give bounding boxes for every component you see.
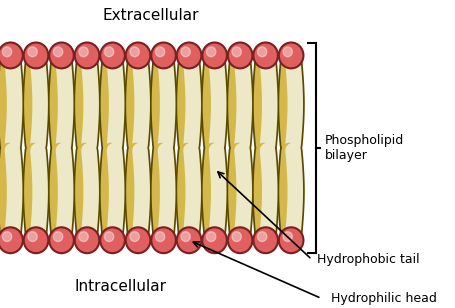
Circle shape: [181, 47, 190, 57]
Circle shape: [0, 227, 23, 253]
Circle shape: [130, 232, 139, 241]
Circle shape: [155, 47, 164, 57]
Circle shape: [155, 232, 164, 241]
Circle shape: [283, 232, 292, 241]
Circle shape: [75, 43, 99, 68]
Circle shape: [206, 47, 215, 57]
Circle shape: [100, 227, 125, 253]
Circle shape: [151, 43, 176, 68]
Circle shape: [79, 47, 88, 57]
Circle shape: [28, 232, 37, 241]
Circle shape: [104, 232, 114, 241]
Text: Hydrophilic head: Hydrophilic head: [330, 292, 436, 305]
Circle shape: [278, 43, 303, 68]
Circle shape: [253, 43, 278, 68]
Circle shape: [278, 227, 303, 253]
Circle shape: [100, 43, 125, 68]
Circle shape: [75, 227, 99, 253]
Circle shape: [253, 227, 278, 253]
Circle shape: [232, 232, 241, 241]
Circle shape: [24, 227, 48, 253]
Circle shape: [228, 227, 252, 253]
Circle shape: [53, 232, 63, 241]
Circle shape: [206, 232, 215, 241]
Circle shape: [228, 43, 252, 68]
Circle shape: [126, 227, 150, 253]
Circle shape: [53, 47, 63, 57]
Text: Hydrophobic tail: Hydrophobic tail: [316, 253, 419, 266]
Circle shape: [79, 232, 88, 241]
Circle shape: [49, 43, 74, 68]
Circle shape: [283, 47, 292, 57]
Text: Intracellular: Intracellular: [75, 279, 166, 294]
Circle shape: [177, 227, 201, 253]
Text: Phospholipid
bilayer: Phospholipid bilayer: [324, 134, 403, 162]
Text: Extracellular: Extracellular: [102, 8, 199, 23]
Circle shape: [232, 47, 241, 57]
Circle shape: [130, 47, 139, 57]
Circle shape: [257, 47, 266, 57]
Circle shape: [0, 43, 23, 68]
Circle shape: [2, 232, 12, 241]
Circle shape: [202, 43, 227, 68]
Circle shape: [28, 47, 37, 57]
Circle shape: [126, 43, 150, 68]
Circle shape: [24, 43, 48, 68]
Circle shape: [151, 227, 176, 253]
Circle shape: [104, 47, 114, 57]
Circle shape: [49, 227, 74, 253]
Circle shape: [257, 232, 266, 241]
Circle shape: [202, 227, 227, 253]
Circle shape: [2, 47, 12, 57]
Circle shape: [177, 43, 201, 68]
Circle shape: [181, 232, 190, 241]
